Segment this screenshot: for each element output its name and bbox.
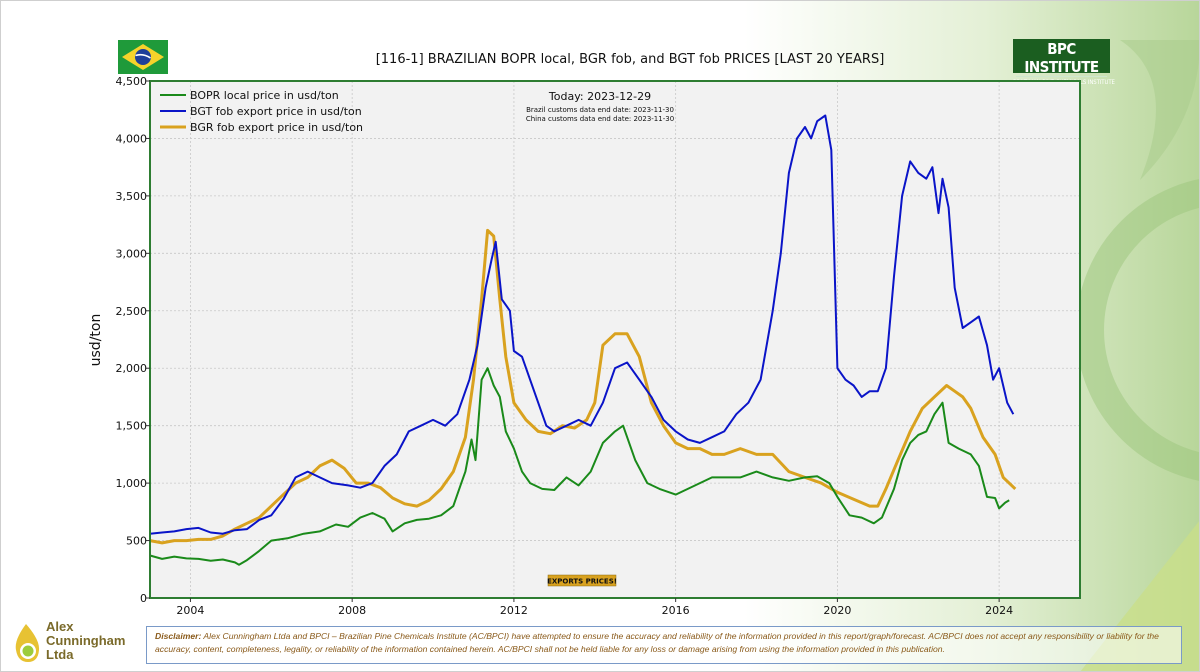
y-tick-label: 1,500 — [116, 420, 148, 433]
legend-label-bgr: BGR fob export price in usd/ton — [190, 121, 363, 134]
y-tick-label: 500 — [126, 535, 147, 548]
y-axis-label: usd/ton — [88, 314, 104, 367]
china-customs-note: China customs data end date: 2023-11-30 — [526, 115, 674, 123]
x-tick-label: 2016 — [662, 604, 690, 617]
y-tick-label: 3,000 — [116, 247, 148, 260]
brazil-flag-icon — [118, 40, 168, 74]
x-tick-label: 2004 — [176, 604, 204, 617]
y-tick-label: 4,500 — [116, 75, 148, 88]
series-line-bgr — [149, 228, 1017, 545]
series-line-bopr — [149, 367, 1010, 566]
x-tick-label: 2020 — [823, 604, 851, 617]
company-name-line2: Cunningham — [46, 633, 126, 648]
exports-badge-label: EXPORTS PRICES! — [547, 578, 617, 586]
x-tick-label: 2012 — [500, 604, 528, 617]
plot-frame — [149, 80, 1081, 599]
series-lines — [149, 114, 1017, 566]
x-tick-label: 2008 — [338, 604, 366, 617]
alex-cunningham-logo-icon — [15, 624, 40, 662]
brand-name: BPC INSTITUTE — [1016, 40, 1107, 77]
y-tick-label: 0 — [140, 592, 147, 605]
y-axis: 0 500 1,000 1,500 2,000 2,500 3,000 3,500 4,000 4… — [116, 75, 150, 605]
disclaimer-box: Disclaimer: Alex Cunningham Ltda and BPC… — [146, 626, 1182, 664]
y-tick-label: 2,000 — [116, 362, 148, 375]
chart-title: [116-1] BRAZILIAN BOPR local, BGR fob, a… — [375, 52, 885, 67]
series-line-bgt — [149, 114, 1015, 535]
exports-badge — [547, 574, 617, 587]
x-axis: 2004 2008 2012 2016 2020 2024 — [176, 598, 1013, 617]
today-label: Today: 2023-12-29 — [548, 90, 651, 103]
plot-area — [150, 81, 1080, 598]
y-tick-label: 2,500 — [116, 305, 148, 318]
legend-label-bopr: BOPR local price in usd/ton — [190, 89, 339, 102]
y-tick-label: 4,000 — [116, 132, 148, 145]
legend-label-bgt: BGT fob export price in usd/ton — [190, 105, 362, 118]
disclaimer-text: Alex Cunningham Ltda and BPCI – Brazilia… — [155, 631, 1159, 654]
disclaimer-label: Disclaimer: — [155, 631, 202, 641]
y-tick-label: 3,500 — [116, 190, 148, 203]
legend: BOPR local price in usd/ton BGT fob expo… — [160, 89, 363, 134]
company-name-line1: Alex — [46, 619, 74, 634]
company-name-line3: Ltda — [46, 647, 74, 662]
company-name: Alex Cunningham Ltda — [46, 620, 125, 662]
brazil-customs-note: Brazil customs data end date: 2023-11-30 — [526, 106, 674, 114]
y-tick-label: 1,000 — [116, 477, 148, 490]
x-tick-label: 2024 — [985, 604, 1013, 617]
